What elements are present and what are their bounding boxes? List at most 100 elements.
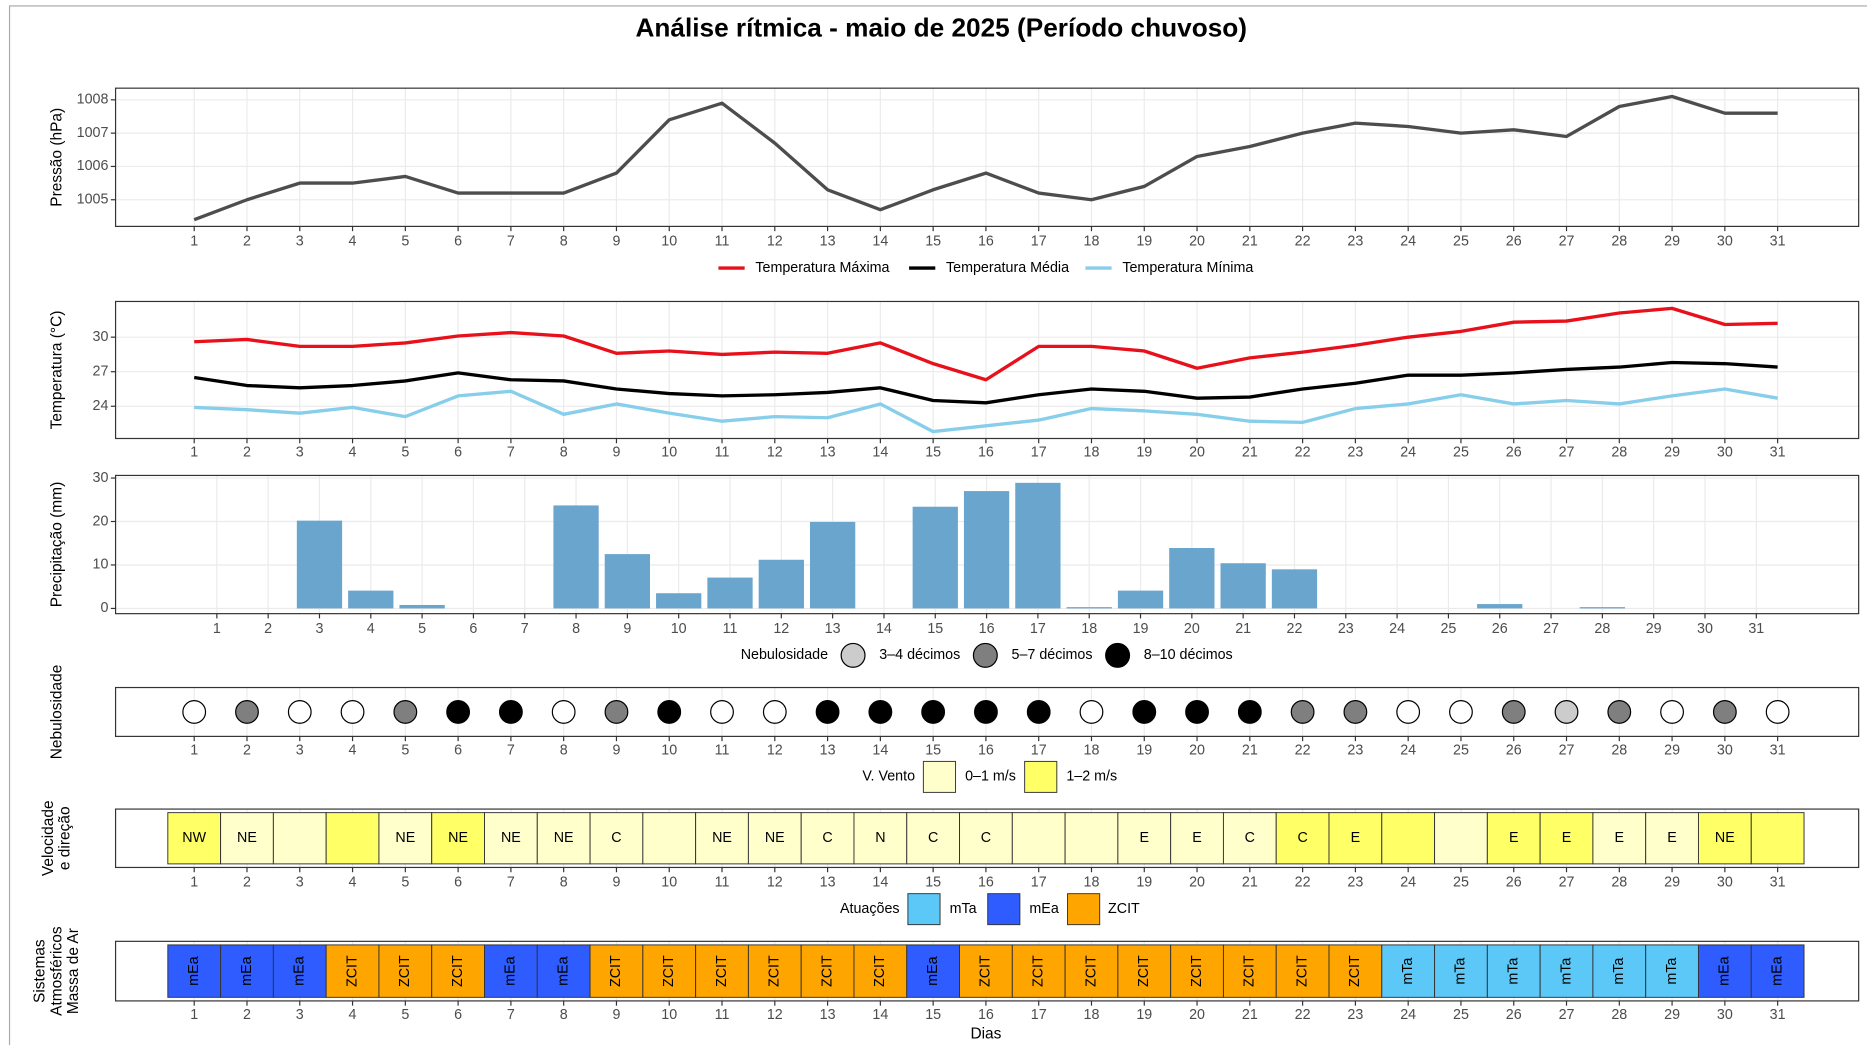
- cloud-dot: [604, 700, 629, 724]
- y-axis-title: Precipitação (mm): [48, 482, 65, 608]
- cloud-dot: [1765, 700, 1790, 724]
- x-tick-label: 2: [243, 445, 251, 461]
- tile-label: NE: [554, 830, 574, 846]
- tile: [1064, 812, 1119, 865]
- panel-border: [114, 87, 1860, 227]
- x-tick-label: 22: [1295, 234, 1311, 250]
- y-axis-title: Atmosféricos: [48, 926, 65, 1016]
- tile-label: E: [1509, 830, 1519, 846]
- x-tick-label: 9: [623, 621, 631, 637]
- x-tick-label: 3: [296, 445, 304, 461]
- tile-label: ZCIT: [1294, 955, 1310, 987]
- tile-label: C: [1297, 830, 1307, 846]
- x-tick-label: 26: [1506, 742, 1522, 758]
- bar: [912, 506, 958, 609]
- x-tick-label: 14: [872, 445, 888, 461]
- tile-label: ZCIT: [661, 955, 677, 987]
- tile: [1434, 812, 1488, 865]
- x-tick-label: 10: [661, 445, 677, 461]
- panel-background: [115, 88, 1859, 227]
- x-tick-label: 11: [715, 742, 730, 758]
- x-tick-label: 20: [1189, 742, 1205, 758]
- x-tick-label: 15: [925, 742, 941, 758]
- x-tick-label: 2: [243, 742, 251, 758]
- tile: [853, 944, 908, 998]
- cloud-dot: [868, 700, 893, 724]
- tile-label: mTa: [1506, 958, 1522, 985]
- tile: [1434, 944, 1488, 998]
- x-tick-label: 22: [1295, 742, 1311, 758]
- legend-title: Atuações: [840, 901, 900, 917]
- tile: [167, 944, 222, 998]
- x-tick-label: 10: [661, 742, 677, 758]
- tile: [1011, 944, 1066, 998]
- x-tick-label: 26: [1506, 875, 1522, 891]
- cloud-dot: [1554, 700, 1579, 724]
- tile: [1750, 944, 1805, 998]
- y-tick-label: 30: [93, 470, 109, 486]
- bar: [1015, 482, 1061, 609]
- cloud-dot: [1185, 700, 1209, 724]
- y-axis-title: Nebulosidade: [48, 665, 65, 760]
- x-tick-label: 10: [661, 234, 677, 250]
- y-tick-label: 1008: [77, 92, 109, 108]
- cloud-dot: [446, 700, 471, 724]
- x-tick-label: 21: [1242, 445, 1258, 461]
- tile: [642, 944, 697, 998]
- bar: [963, 491, 1010, 609]
- x-tick-label: 25: [1440, 621, 1456, 637]
- x-tick-label: 1: [190, 445, 198, 461]
- x-tick-label: 12: [767, 742, 783, 758]
- x-tick-label: 20: [1184, 621, 1200, 637]
- y-tick-label: 1007: [77, 125, 109, 141]
- x-tick-label: 10: [661, 1007, 677, 1023]
- bar: [758, 559, 804, 609]
- y-tick-label: 1006: [77, 158, 109, 174]
- bar: [1271, 569, 1318, 609]
- x-tick-label: 29: [1664, 445, 1680, 461]
- tile-label: mTa: [1664, 958, 1680, 985]
- chart-title: Análise rítmica - maio de 2025 (Período …: [635, 13, 1247, 43]
- bar: [1066, 607, 1112, 609]
- cloud-dot: [815, 700, 840, 724]
- tile-label: NE: [448, 830, 468, 846]
- tile: [167, 812, 222, 865]
- x-tick-label: 22: [1295, 445, 1311, 461]
- tile-label: E: [1351, 830, 1361, 846]
- tile: [536, 812, 591, 865]
- x-tick-label: 1: [190, 875, 198, 891]
- x-tick-label: 15: [925, 1007, 941, 1023]
- tile-label: mTa: [1611, 958, 1627, 985]
- x-tick-label: 19: [1136, 1007, 1152, 1023]
- x-tick-label: 9: [612, 1007, 620, 1023]
- x-tick-label: 23: [1347, 742, 1363, 758]
- x-tick-label: 25: [1453, 875, 1469, 891]
- tile-label: ZCIT: [767, 955, 783, 987]
- tile-label: E: [1140, 830, 1150, 846]
- tile: [1381, 812, 1436, 865]
- x-tick-label: 11: [715, 1007, 730, 1023]
- cloud-dot: [1607, 700, 1632, 724]
- x-tick-label: 24: [1400, 875, 1416, 891]
- x-tick-label: 23: [1347, 1007, 1363, 1023]
- x-tick-label: 28: [1611, 445, 1627, 461]
- x-tick-label: 1: [213, 621, 221, 637]
- x-tick-label: 25: [1453, 234, 1469, 250]
- x-tick-label: 11: [715, 234, 730, 250]
- x-tick-label: 28: [1611, 234, 1627, 250]
- cloud-dot: [498, 700, 523, 724]
- tile: [695, 944, 749, 998]
- cloud-dot: [551, 700, 576, 724]
- tile: [1697, 944, 1752, 998]
- tile-label: ZCIT: [397, 955, 413, 987]
- bar: [604, 554, 651, 609]
- tile: [906, 944, 961, 998]
- tile-label: E: [1562, 830, 1572, 846]
- tile: [1328, 944, 1383, 998]
- tile: [431, 944, 485, 998]
- x-tick-label: 18: [1081, 621, 1097, 637]
- panel-border: [114, 940, 1860, 1002]
- legend-title: Nebulosidade: [741, 647, 828, 663]
- x-tick-label: 15: [925, 445, 941, 461]
- x-tick-label: 27: [1559, 875, 1575, 891]
